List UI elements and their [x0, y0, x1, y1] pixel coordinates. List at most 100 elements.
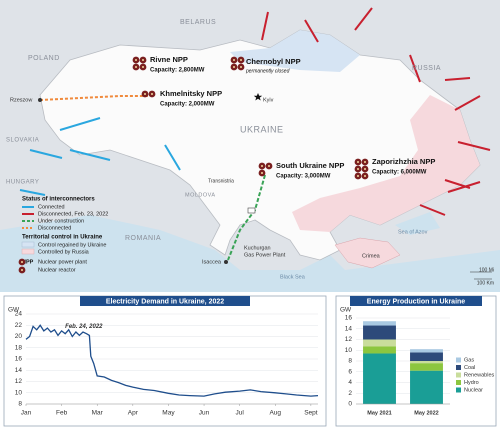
- city-label: Rzeszow: [10, 97, 32, 103]
- chart-title-bar: [350, 296, 482, 306]
- country-label: MOLDOVA: [185, 192, 216, 198]
- city-label: Kyiv: [263, 97, 274, 103]
- country-label: ROMANIA: [125, 235, 161, 242]
- plant-capacity: Capacity: 2,800MW: [150, 68, 205, 74]
- country-label: BELARUS: [180, 19, 216, 26]
- region-label: Crimea: [362, 253, 381, 259]
- legend-label: Under construction: [38, 218, 84, 224]
- reactor-icon-core: [261, 165, 263, 167]
- legend-heading: Territorial control in Ukraine: [22, 235, 103, 241]
- y-tick-label: 14: [345, 325, 353, 332]
- legend-label: Disconnected: [38, 225, 71, 231]
- y-tick-label: 12: [345, 336, 353, 343]
- y-tick-label: 14: [15, 367, 23, 374]
- legend-label: Hydro: [464, 380, 479, 386]
- y-tick-label: 4: [348, 379, 352, 386]
- chart-panel: [3, 295, 327, 427]
- legend-swatch: [456, 380, 461, 385]
- reactor-icon-core: [21, 261, 23, 263]
- y-tick-label: 8: [18, 401, 22, 408]
- bar-segment: [410, 370, 443, 404]
- bar-segment: [410, 349, 443, 353]
- y-tick-label: 18: [15, 344, 23, 351]
- country-label: POLAND: [28, 55, 60, 62]
- plant-capacity: Capacity: 2,000MW: [160, 102, 215, 108]
- bar-segment: [410, 352, 443, 361]
- y-tick-label: 2: [348, 390, 352, 397]
- legend-swatch: [21, 241, 35, 248]
- under-construction: [227, 174, 266, 261]
- bar-segment: [363, 321, 396, 326]
- scale-label: 100 Mi: [479, 267, 494, 273]
- sea: [0, 215, 500, 292]
- y-tick-label: 10: [15, 389, 23, 396]
- reactor-icon-core: [144, 93, 146, 95]
- legend-label: Connected: [38, 204, 65, 210]
- plant-capacity: Capacity: 3,000MW: [276, 174, 331, 180]
- bar-segment: [363, 346, 396, 354]
- legend-label: Nuclear: [464, 387, 483, 393]
- x-tick-label: May 2022: [414, 410, 438, 416]
- reactor-icon-core: [364, 168, 366, 170]
- y-tick-label: 16: [345, 315, 353, 322]
- reactor-icon-core: [21, 269, 23, 271]
- reactor-icon-core: [364, 161, 366, 163]
- reactor-icon-core: [268, 165, 270, 167]
- y-tick-label: 20: [15, 333, 23, 340]
- legend-swatch: [456, 387, 461, 393]
- line: [25, 324, 319, 397]
- plant-name: South Ukraine NPP: [276, 161, 344, 170]
- reactor-icon-core: [142, 59, 144, 61]
- sea-label: Black Sea: [280, 274, 306, 280]
- plant-name: Rivne NPP: [150, 55, 188, 64]
- legend-label: Gas: [464, 357, 474, 363]
- y-tick-label: 8: [348, 358, 352, 365]
- legend-label: Disconnected, Feb. 23, 2022: [38, 211, 108, 217]
- reactor-icon-core: [357, 175, 359, 177]
- plant-name: Zaporizhzhia NPP: [372, 157, 435, 166]
- reactor-icon-core: [357, 161, 359, 163]
- y-tick-label: 6: [348, 368, 352, 375]
- chart-title-bar: [80, 296, 250, 306]
- y-tick-label: 0: [348, 401, 352, 408]
- legend-label: Controlled by Russia: [38, 249, 90, 255]
- legend-label: Control regained by Ukraine: [38, 242, 106, 248]
- x-tick-label: May 2021: [367, 410, 391, 416]
- chart-title: Electricity Demand in Ukraine, 2022: [106, 298, 224, 305]
- reactor-icon-core: [233, 66, 235, 68]
- x-tick-label: Feb: [56, 410, 68, 417]
- city-label: Gas Power Plant: [244, 252, 286, 258]
- bar-segment: [410, 363, 443, 371]
- annotation: Feb. 24, 2022: [65, 324, 103, 330]
- disconnected-feb23: [261, 7, 491, 216]
- x-tick-label: Aug: [269, 410, 281, 417]
- sea-label: Sea of Azov: [398, 229, 428, 235]
- y-tick-label: 10: [345, 347, 353, 354]
- crimea: [334, 237, 401, 269]
- reactor-icon-core: [261, 172, 263, 174]
- plant-name: Chernobyl NPP: [246, 57, 301, 66]
- legend-swatch: [21, 248, 35, 255]
- gas-plant-marker: [247, 207, 256, 214]
- legend-swatch: [456, 365, 461, 370]
- x-tick-label: Apr: [128, 410, 139, 417]
- legend-label: Renewables: [464, 372, 495, 378]
- plant-capacity: Capacity: 6,000MW: [372, 170, 427, 176]
- reactor-icon-core: [142, 66, 144, 68]
- interconnectors: [19, 7, 491, 261]
- reactor-icon-core: [135, 59, 137, 61]
- reactor-icon-core: [240, 66, 242, 68]
- scale-label: 100 Km: [477, 280, 494, 286]
- x-tick-label: Sept: [304, 410, 318, 417]
- plant-name: Khmelnitsky NPP: [160, 89, 222, 98]
- bar-segment: [363, 353, 396, 404]
- plant-capacity: permanently closed: [245, 68, 290, 74]
- country-label: UKRAINE: [240, 124, 284, 134]
- x-tick-label: Jul: [236, 410, 245, 417]
- disconnected: [39, 95, 150, 101]
- y-tick-label: 24: [15, 311, 23, 318]
- controlled-by-russia: [292, 95, 480, 232]
- reactor-icon-core: [364, 175, 366, 177]
